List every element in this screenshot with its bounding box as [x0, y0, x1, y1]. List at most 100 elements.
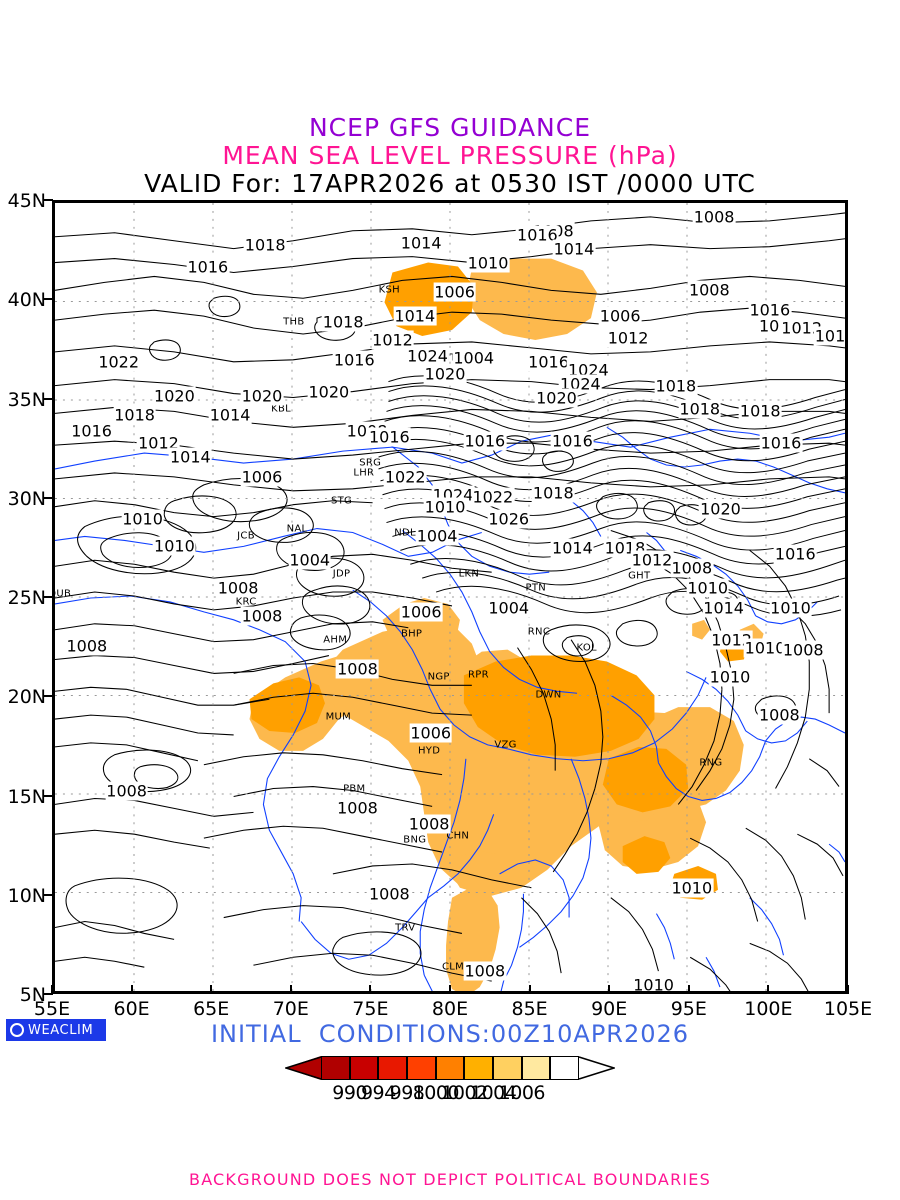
contour-label: 1010 — [708, 667, 752, 687]
city-label: KOL — [576, 642, 597, 654]
contour-label: 1010 — [423, 497, 467, 517]
colorbar-segment — [521, 1056, 551, 1080]
colorbar-block: 990 994 998 1000 1002 1004 1006 — [0, 1056, 900, 1104]
y-axis-tick — [44, 199, 53, 201]
x-axis-tick — [528, 985, 531, 994]
chart-title-block: NCEP GFS GUIDANCE MEAN SEA LEVEL PRESSUR… — [0, 114, 900, 198]
y-axis-label: 25N — [7, 587, 46, 609]
contour-label: 1010 — [466, 253, 510, 273]
contour-label: 1014 — [813, 326, 845, 346]
contour-label: 1008 — [463, 961, 507, 981]
city-label: CHN — [446, 830, 470, 842]
contour-label: 1008 — [670, 558, 714, 578]
contour-label: 1006 — [409, 723, 453, 743]
contour-label: 1016 — [516, 225, 559, 245]
y-axis-tick — [44, 993, 53, 995]
city-label: DWN — [535, 689, 562, 701]
city-label: LKN — [458, 568, 480, 580]
colorbar-segment — [378, 1056, 407, 1080]
page-title: NCEP GFS GUIDANCE — [308, 113, 591, 142]
contour-label: 1016 — [367, 427, 411, 447]
colorbar-tick-label: 1000 — [412, 1082, 460, 1104]
contour-label: 1012 — [630, 550, 674, 570]
contour-label: 1008 — [105, 781, 148, 801]
contour-label: 1004 — [452, 348, 496, 368]
city-label: NDLS — [394, 527, 423, 538]
x-axis-label: 60E — [113, 998, 150, 1020]
contour-label: 1010 — [670, 878, 714, 898]
city-label: DUB — [55, 588, 72, 600]
city-label: MUM — [325, 711, 352, 723]
city-label: RPR — [468, 669, 489, 681]
city-label: RNG — [699, 757, 723, 769]
city-label: RNC — [527, 626, 551, 638]
city-label: HYD — [417, 745, 441, 757]
colorbar-ticks: 990 994 998 1000 1002 1004 1006 — [285, 1082, 615, 1104]
contour-label: 1016 — [748, 300, 792, 320]
page-subtitle: MEAN SEA LEVEL PRESSURE (hPa) — [222, 141, 678, 170]
city-label: VZG — [494, 739, 517, 751]
y-axis-label: 15N — [7, 785, 46, 808]
x-axis-label: 80E — [431, 998, 469, 1020]
contour-label: 1016 — [332, 350, 376, 370]
contour-label: 1010 — [769, 598, 812, 618]
valid-time-text: VALID For: 17APR2026 at 0530 IST /0000 U… — [144, 169, 756, 198]
y-axis-label: 20N — [7, 686, 46, 709]
contour-label: 1020 — [307, 382, 351, 402]
y-axis-tick — [44, 794, 53, 797]
y-axis-tick — [44, 695, 53, 698]
colorbar-segment — [321, 1056, 350, 1080]
y-axis-tick — [44, 496, 53, 499]
x-axis-label: 100E — [744, 998, 793, 1020]
x-axis-label: 105E — [823, 998, 873, 1020]
contour-label: 1010 — [121, 509, 164, 529]
x-axis-label: 95E — [670, 998, 707, 1020]
contour-label: 1016 — [551, 431, 594, 451]
colorbar-right-arrow — [579, 1056, 615, 1080]
contour-label: 1008 — [758, 705, 801, 725]
contour-label: 1018 — [531, 483, 575, 503]
y-axis-label: 10N — [7, 884, 46, 907]
contour-label: 1012 — [606, 328, 650, 348]
contour-label: 1026 — [487, 509, 531, 529]
weaclim-logo[interactable]: WEACLIM — [6, 1019, 106, 1041]
city-label: PBM — [343, 783, 366, 795]
city-label: SRG — [359, 457, 382, 469]
contour-label: 1010 — [632, 975, 675, 994]
colorbar — [285, 1056, 615, 1080]
contour-label: 1010 — [153, 536, 196, 556]
colorbar-segment — [349, 1056, 379, 1080]
map-plot-area: THBKSHHTNKBLSRGLHRSTGJCBNALNDLSLKNPTNRTH… — [52, 200, 848, 994]
circle-logo-icon — [10, 1023, 24, 1037]
colorbar-tick-label: 994 — [360, 1082, 396, 1104]
contour-label: 1018 — [321, 312, 365, 332]
city-label: KRC — [235, 596, 257, 608]
city-label: GHT — [628, 570, 651, 582]
isobar-contour-layer — [55, 212, 845, 991]
contour-label: 1008 — [216, 578, 260, 598]
colorbar-tick-label: 1002 — [441, 1082, 488, 1104]
x-axis-tick — [369, 985, 372, 994]
contour-label: 1022 — [471, 487, 515, 507]
contour-label: 1004 — [487, 598, 531, 618]
x-axis-tick — [687, 985, 690, 994]
contour-label: 1008 — [407, 814, 451, 834]
contour-label: 1006 — [433, 282, 476, 302]
contour-label: 1008 — [240, 606, 284, 626]
y-axis-tick — [44, 397, 53, 400]
contour-label: 1014 — [393, 306, 437, 326]
contour-label: 1008 — [687, 280, 731, 300]
y-axis-tick — [44, 893, 53, 896]
city-label: LHR — [353, 467, 375, 479]
y-axis-label: 30N — [7, 487, 46, 510]
contour-label: 1016 — [70, 421, 113, 441]
contour-label: 1008 — [65, 636, 109, 656]
city-label: NAL — [286, 523, 308, 535]
pressure-fill-regions — [249, 258, 764, 991]
contour-label: 1018 — [654, 376, 698, 396]
x-axis-tick — [210, 985, 213, 994]
colorbar-segment — [493, 1056, 522, 1080]
pressure-contour-map — [55, 203, 845, 991]
weaclim-logo-text: WEACLIM — [28, 1022, 94, 1038]
contour-label: 1010 — [743, 638, 787, 658]
